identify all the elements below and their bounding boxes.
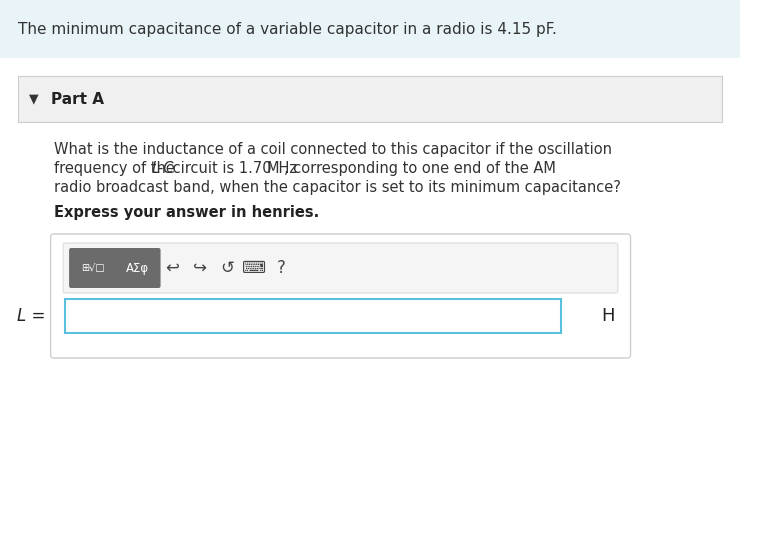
Text: Express your answer in henries.: Express your answer in henries. <box>53 205 318 220</box>
FancyBboxPatch shape <box>63 243 618 293</box>
Text: ⊞√□: ⊞√□ <box>81 263 104 273</box>
Text: ΑΣφ: ΑΣφ <box>125 262 149 275</box>
Text: ↪: ↪ <box>192 259 207 277</box>
FancyBboxPatch shape <box>0 0 739 58</box>
FancyBboxPatch shape <box>69 248 116 288</box>
Text: Part A: Part A <box>51 92 103 106</box>
Text: ▼: ▼ <box>29 93 39 106</box>
Text: radio broadcast band, when the capacitor is set to its minimum capacitance?: radio broadcast band, when the capacitor… <box>53 180 620 195</box>
Text: L =: L = <box>17 307 46 325</box>
FancyBboxPatch shape <box>51 234 631 358</box>
FancyBboxPatch shape <box>65 299 562 333</box>
Text: ?: ? <box>277 259 286 277</box>
Text: ↺: ↺ <box>220 259 233 277</box>
FancyBboxPatch shape <box>114 248 160 288</box>
Text: frequency of the: frequency of the <box>53 161 179 176</box>
Text: H: H <box>601 307 615 325</box>
Text: ↩: ↩ <box>165 259 179 277</box>
Text: What is the inductance of a coil connected to this capacitor if the oscillation: What is the inductance of a coil connect… <box>53 142 612 157</box>
Text: MHz: MHz <box>267 161 297 176</box>
Text: , corresponding to one end of the AM: , corresponding to one end of the AM <box>283 161 556 176</box>
Text: ⌨: ⌨ <box>242 259 266 277</box>
Text: L-C: L-C <box>152 161 175 176</box>
Text: circuit is 1.70: circuit is 1.70 <box>168 161 276 176</box>
FancyBboxPatch shape <box>17 76 722 122</box>
Text: The minimum capacitance of a variable capacitor in a radio is 4.15 pF.: The minimum capacitance of a variable ca… <box>17 21 556 37</box>
